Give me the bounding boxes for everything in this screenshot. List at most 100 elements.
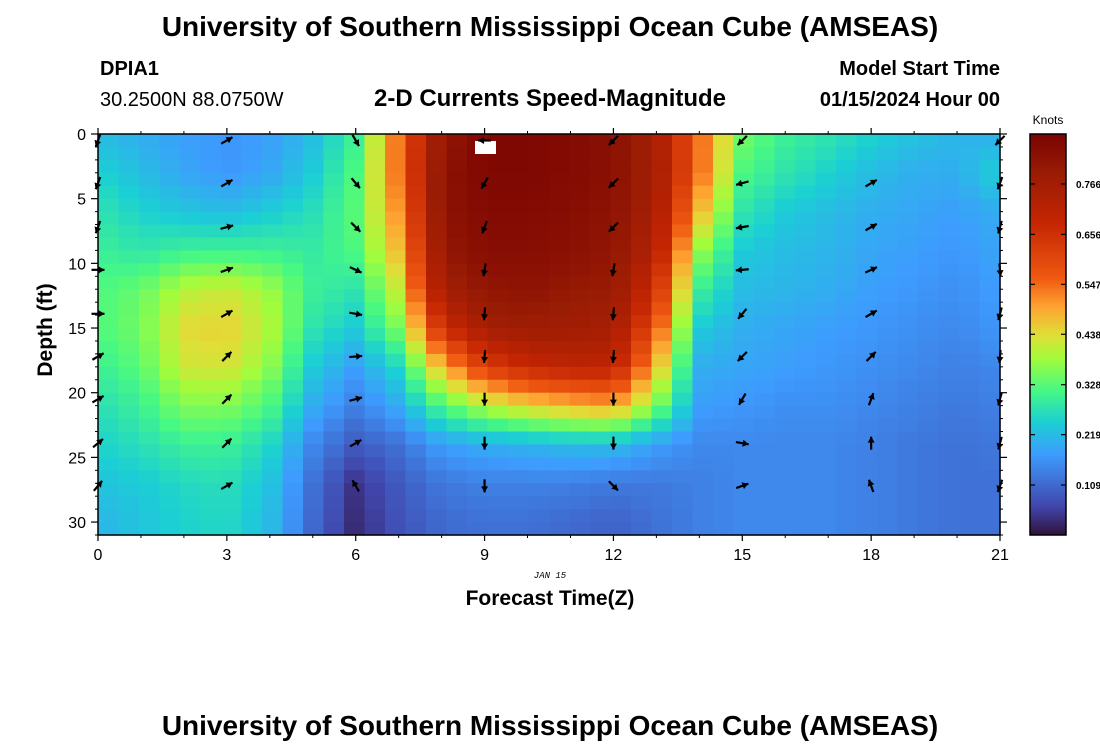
heatmap-cell: [774, 353, 796, 368]
heatmap-cell: [979, 250, 1001, 264]
heatmap-cell: [139, 185, 161, 200]
heatmap-cell: [610, 146, 632, 161]
heatmap-cell: [549, 392, 571, 407]
heatmap-cell: [303, 134, 325, 148]
heatmap-cell: [528, 276, 550, 290]
heatmap-cell: [815, 198, 837, 213]
heatmap-cell: [610, 198, 632, 213]
heatmap-cell: [446, 379, 468, 394]
heatmap-cell: [836, 134, 858, 148]
heatmap-cell: [344, 366, 366, 381]
heatmap-cell: [323, 431, 345, 446]
heatmap-cell: [979, 379, 1001, 394]
heatmap-cell: [651, 444, 673, 458]
heatmap-cell: [569, 302, 591, 316]
heatmap-cell: [590, 263, 612, 277]
heatmap-cell: [405, 250, 427, 264]
heatmap-cell: [118, 457, 140, 471]
heatmap-cell: [118, 302, 140, 316]
heatmap-cell: [344, 509, 366, 523]
heatmap-cell: [569, 340, 591, 355]
heatmap-cell: [590, 379, 612, 394]
current-vector: [609, 392, 617, 406]
heatmap-cell: [918, 211, 940, 226]
heatmap-cell: [303, 237, 325, 252]
heatmap-cell: [979, 302, 1001, 316]
heatmap-cell: [487, 444, 509, 458]
heatmap-cell: [590, 276, 612, 290]
heatmap-cell: [856, 418, 878, 433]
heatmap-cell: [651, 134, 673, 148]
heatmap-cell: [569, 509, 591, 523]
heatmap-cell: [405, 224, 427, 239]
heatmap-cell: [118, 392, 140, 407]
heatmap-cell: [118, 263, 140, 277]
heatmap-cell: [877, 340, 899, 355]
heatmap-cell: [364, 185, 386, 200]
heatmap-cell: [508, 302, 530, 316]
heatmap-cell: [651, 302, 673, 316]
heatmap-cell: [405, 211, 427, 226]
heatmap-cell: [569, 315, 591, 329]
heatmap-cell: [426, 418, 448, 433]
heatmap-cell: [836, 146, 858, 161]
heatmap-cell: [467, 392, 489, 407]
heatmap-cell: [364, 392, 386, 407]
heatmap-cell: [118, 522, 140, 536]
heatmap-cell: [446, 340, 468, 355]
current-vector: [481, 479, 489, 493]
heatmap-cell: [877, 444, 899, 458]
heatmap-cell: [180, 392, 202, 407]
heatmap-cell: [836, 315, 858, 329]
heatmap-cell: [344, 198, 366, 213]
heatmap-cell: [692, 483, 714, 497]
current-vector: [350, 221, 362, 233]
heatmap-cell: [856, 289, 878, 303]
heatmap-cell: [282, 470, 304, 484]
heatmap-cell: [754, 198, 776, 213]
heatmap-cell: [446, 509, 468, 523]
heatmap-cell: [733, 470, 755, 484]
heatmap-cell: [487, 418, 509, 433]
heatmap-cell: [713, 302, 735, 316]
heatmap-cell: [631, 340, 653, 355]
heatmap-cell: [98, 457, 120, 471]
heatmap-cell: [200, 405, 222, 420]
heatmap-cell: [221, 185, 243, 200]
heatmap-cell: [774, 418, 796, 433]
heatmap-cell: [508, 198, 530, 213]
heatmap-cell: [569, 224, 591, 239]
heatmap-cell: [528, 159, 550, 174]
heatmap-cell: [323, 340, 345, 355]
heatmap-cell: [774, 198, 796, 213]
heatmap-cell: [200, 315, 222, 329]
heatmap-cell: [795, 405, 817, 420]
heatmap-cell: [446, 483, 468, 497]
heatmap-cell: [180, 340, 202, 355]
heatmap-cell: [528, 146, 550, 161]
heatmap-cell: [549, 185, 571, 200]
heatmap-cell: [692, 522, 714, 536]
heatmap-cell: [938, 405, 960, 420]
heatmap-cell: [918, 250, 940, 264]
heatmap-cell: [897, 431, 919, 446]
heatmap-cell: [836, 392, 858, 407]
heatmap-cell: [897, 276, 919, 290]
heatmap-cell: [364, 289, 386, 303]
heatmap-cell: [774, 315, 796, 329]
heatmap-cell: [200, 134, 222, 148]
heatmap-cell: [979, 457, 1001, 471]
current-vector: [220, 223, 234, 231]
heatmap-cell: [610, 405, 632, 420]
heatmap-cell: [672, 366, 694, 381]
heatmap-cell: [938, 289, 960, 303]
y-tick-label: 30: [68, 515, 86, 532]
heatmap-cell: [159, 250, 181, 264]
heatmap-cell: [549, 470, 571, 484]
heatmap-cell: [795, 483, 817, 497]
heatmap-cell: [508, 418, 530, 433]
heatmap-cell: [180, 289, 202, 303]
heatmap-cell: [508, 250, 530, 264]
heatmap-cell: [405, 237, 427, 252]
heatmap-cell: [118, 431, 140, 446]
